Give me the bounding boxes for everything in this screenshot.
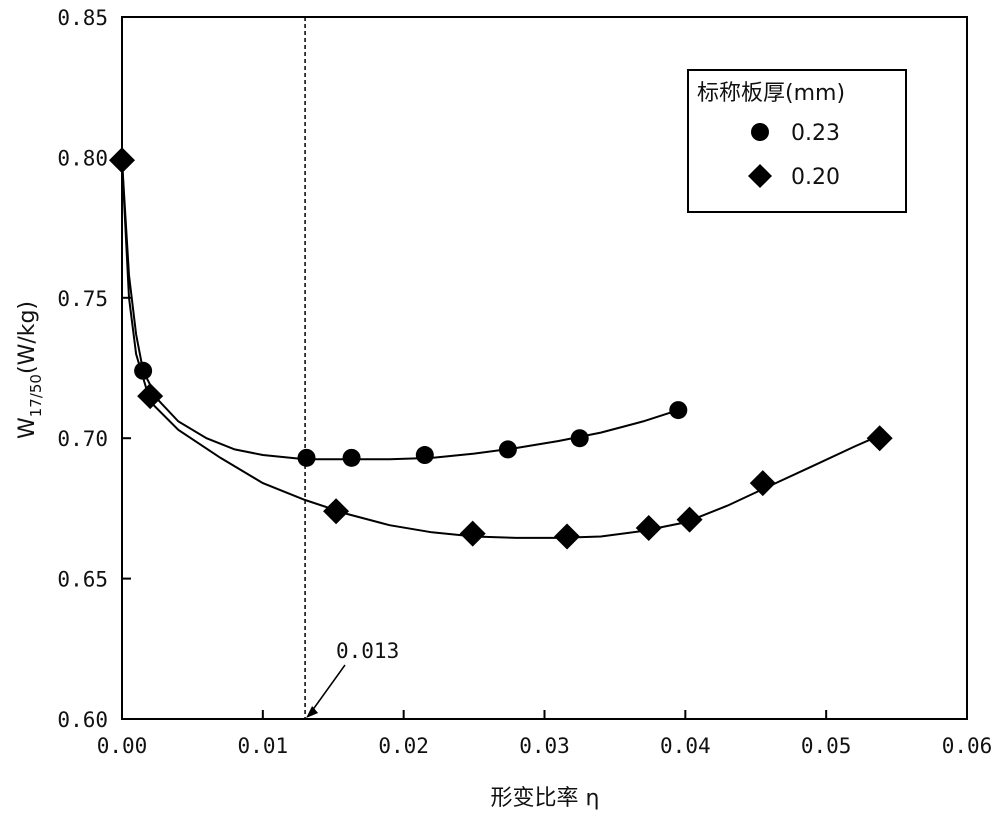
reference-line-label: 0.013	[336, 639, 399, 663]
data-point-diamond	[323, 498, 349, 524]
data-point-diamond	[677, 507, 703, 533]
data-point-diamond	[137, 383, 163, 409]
x-axis-title: 形变比率 η	[491, 786, 600, 811]
y-tick-label: 0.65	[57, 568, 108, 592]
data-point-circle	[571, 429, 589, 447]
legend-marker-circle	[751, 123, 769, 141]
svg-text:W17/50(W/kg): W17/50(W/kg)	[15, 301, 45, 439]
y-axis-title-unit: (W/kg)	[15, 301, 40, 374]
legend-label-0: 0.23	[791, 121, 840, 146]
y-axis-title-main: W	[15, 417, 40, 439]
data-point-diamond	[554, 523, 580, 549]
y-tick-label: 0.60	[57, 708, 108, 732]
x-tick-label: 0.01	[238, 734, 289, 758]
data-point-circle	[134, 362, 152, 380]
reference-arrow-head	[306, 706, 318, 718]
x-tick-label: 0.06	[942, 734, 993, 758]
legend-title: 标称板厚(mm)	[697, 81, 845, 106]
legend: 标称板厚(mm) 0.23 0.20	[688, 70, 906, 212]
data-point-circle	[343, 449, 361, 467]
y-tick-label: 0.85	[57, 6, 108, 30]
x-tick-label: 0.03	[519, 734, 570, 758]
fit-curve	[122, 160, 678, 459]
y-axis-title: W17/50(W/kg)	[15, 301, 45, 439]
data-point-diamond	[636, 515, 662, 541]
data-point-circle	[416, 446, 434, 464]
data-point-circle	[297, 449, 315, 467]
x-tick-label: 0.04	[660, 734, 711, 758]
y-tick-label: 0.75	[57, 287, 108, 311]
y-axis-title-sub: 17/50	[27, 374, 45, 417]
x-tick-label: 0.05	[801, 734, 852, 758]
data-point-circle	[669, 401, 687, 419]
reference-line-layer: 0.013	[305, 17, 399, 719]
data-point-circle	[499, 440, 517, 458]
y-tick-label: 0.70	[57, 427, 108, 451]
y-tick-label: 0.80	[57, 146, 108, 170]
x-tick-label: 0.00	[97, 734, 148, 758]
x-tick-label: 0.02	[378, 734, 429, 758]
data-point-diamond	[109, 147, 135, 173]
data-point-diamond	[460, 521, 486, 547]
data-point-diamond	[750, 470, 776, 496]
data-point-diamond	[867, 425, 893, 451]
reference-arrow-line	[309, 665, 345, 715]
legend-label-1: 0.20	[791, 165, 840, 190]
